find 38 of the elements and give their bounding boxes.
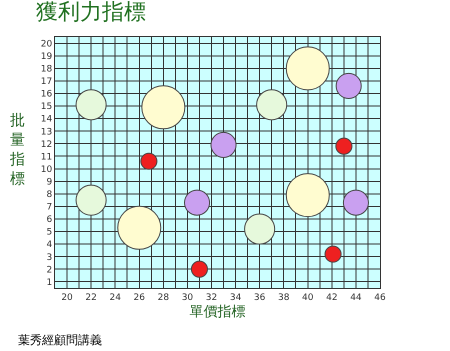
x-tick-label: 34 bbox=[230, 292, 242, 303]
x-tick-label: 26 bbox=[134, 292, 146, 303]
y-tick-label: 17 bbox=[40, 77, 52, 88]
x-tick-label: 42 bbox=[326, 292, 338, 303]
y-tick-label: 2 bbox=[46, 265, 52, 276]
chart-title: 獲利力指標 bbox=[36, 0, 146, 25]
y-tick-label: 11 bbox=[40, 152, 52, 162]
y-tick-label: 18 bbox=[40, 64, 52, 75]
x-tick-label: 38 bbox=[278, 292, 290, 303]
text: 葉秀經顧問講義 bbox=[18, 333, 102, 347]
x-tick-label: 28 bbox=[158, 292, 170, 303]
x-tick-label: 44 bbox=[350, 292, 362, 303]
y-tick-label: 14 bbox=[40, 114, 52, 125]
x-tick-label: 46 bbox=[374, 292, 386, 303]
y-tick-label: 8 bbox=[46, 190, 52, 200]
x-tick-label: 22 bbox=[85, 292, 97, 303]
y-tick-label: 5 bbox=[46, 228, 52, 238]
x-tick-label: 24 bbox=[109, 292, 122, 303]
y-tick-label: 20 bbox=[40, 39, 52, 50]
x-axis-title: 單價指標 bbox=[190, 304, 246, 320]
y-tick-label: 12 bbox=[40, 140, 52, 150]
y-tick-label: 19 bbox=[40, 52, 52, 62]
y-tick-label: 10 bbox=[40, 164, 52, 175]
x-tick-label: 36 bbox=[254, 292, 266, 303]
x-tick-label: 32 bbox=[206, 292, 218, 303]
y-tick-label: 1 bbox=[46, 278, 52, 288]
y-tick-label: 16 bbox=[40, 90, 52, 100]
y-tick-label: 15 bbox=[40, 102, 52, 112]
y-tick-label: 7 bbox=[46, 202, 52, 213]
y-tick-label: 9 bbox=[46, 177, 52, 188]
x-tick-label: 20 bbox=[61, 292, 74, 303]
y-tick-label: 4 bbox=[46, 240, 52, 250]
y-tick-label: 6 bbox=[46, 215, 52, 226]
y-tick-label: 3 bbox=[46, 252, 52, 263]
y-tick-label: 13 bbox=[40, 127, 52, 138]
x-tick-label: 40 bbox=[302, 292, 314, 303]
x-tick-label: 30 bbox=[182, 292, 194, 303]
y-axis-title: 批量指標 bbox=[9, 111, 25, 188]
